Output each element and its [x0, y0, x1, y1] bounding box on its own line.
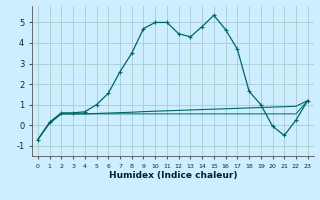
X-axis label: Humidex (Indice chaleur): Humidex (Indice chaleur)	[108, 171, 237, 180]
